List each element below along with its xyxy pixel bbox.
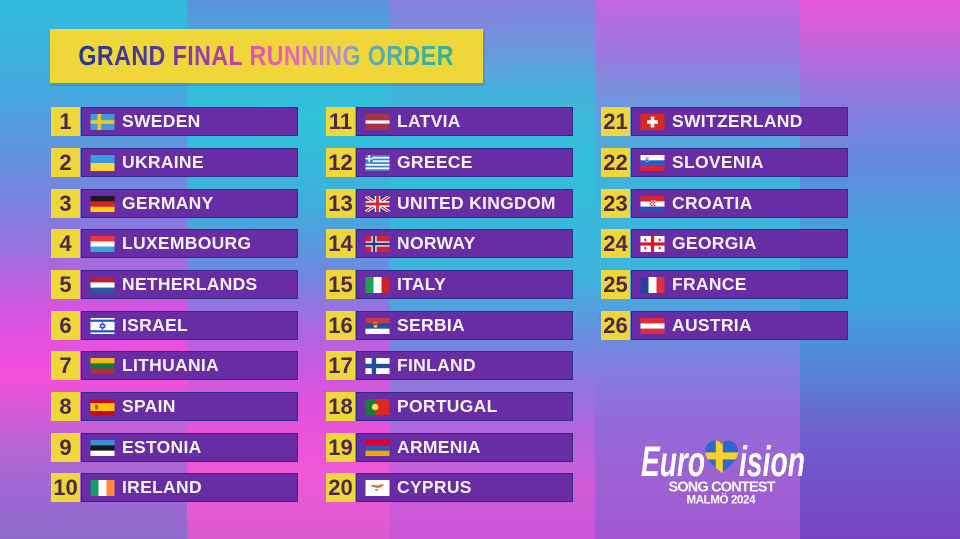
svg-text:SONG CONTEST: SONG CONTEST bbox=[669, 480, 776, 496]
svg-text:MALMÖ 2024: MALMÖ 2024 bbox=[687, 494, 757, 507]
svg-text:ision: ision bbox=[739, 438, 805, 486]
svg-text:Euro: Euro bbox=[641, 438, 705, 486]
